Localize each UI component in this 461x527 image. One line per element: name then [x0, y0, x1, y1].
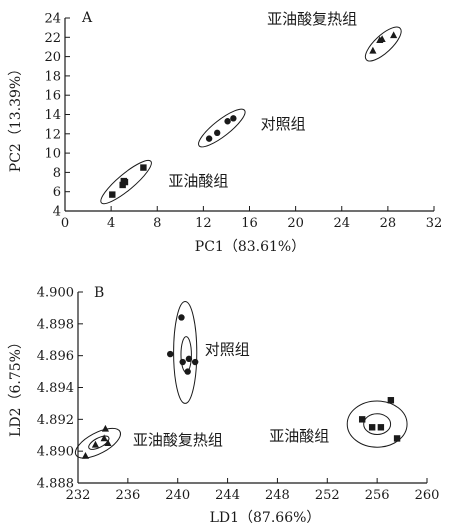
panel-a-xlabel: PC1（83.61%）	[195, 239, 305, 255]
panel-b-data-point	[91, 440, 100, 448]
panel-a-y-tick-label: 4	[53, 205, 61, 220]
panel-b-inner-ellipse	[88, 435, 110, 450]
panel-b-x-tick-label: 232	[66, 488, 91, 503]
panel-a-data-point	[390, 31, 398, 39]
panel-b-y-tick-label: 4.898	[37, 317, 74, 332]
panel-b-inner-ellipse	[363, 413, 392, 435]
panel-b-x-tick-label: 252	[315, 488, 340, 503]
panel-a-ylabel: PC2（13.39%）	[8, 62, 24, 172]
panel-b-group-label: 对照组	[205, 340, 250, 358]
panel-a-x-tick-label: 28	[380, 216, 397, 231]
panel-a-y-tick-label: 6	[53, 185, 61, 200]
panel-b-x-tick-label: 236	[115, 488, 140, 503]
panel-a-y-tick-label: 14	[44, 108, 61, 123]
panel-a-data-point	[120, 177, 128, 185]
panel-a-data-point	[109, 191, 116, 198]
panel-b-y-tick-label: 4.892	[37, 413, 74, 428]
panel-b-data-point	[167, 350, 174, 358]
panel-b-data-point	[185, 355, 193, 363]
panel-a-label: A	[81, 10, 93, 26]
panel-b-group-label: 亚油酸复热组	[133, 431, 223, 449]
panel-b-data-point	[358, 416, 366, 423]
panel-a-y-tick-label: 18	[44, 69, 61, 84]
panel-a-confidence-ellipse	[100, 159, 152, 205]
panel-a-y-tick-label: 20	[44, 50, 61, 65]
panel-b-label: B	[94, 285, 104, 301]
panel-a-data-point	[224, 118, 231, 125]
panel-b-data-point	[178, 314, 185, 321]
panel-b-data-point	[368, 424, 376, 431]
panel-b-data-point	[393, 435, 401, 442]
panel-a-x-tick-label: 12	[195, 216, 212, 231]
panel-a-x-tick-label: 4	[107, 216, 115, 231]
panel-a-group-label: 亚油酸组	[168, 172, 228, 190]
panel-b-data-point	[100, 434, 108, 442]
panel-b-confidence-ellipse	[173, 301, 198, 404]
panel-a-group-label: 对照组	[261, 115, 306, 133]
panel-b-xlabel: LD1（87.66%）	[210, 510, 321, 526]
panel-b-x-tick-label: 260	[415, 488, 440, 503]
panel-b-confidence-ellipse	[74, 427, 121, 459]
panel-a-confidence-ellipse	[364, 26, 402, 62]
panel-b-data-point	[191, 358, 199, 366]
panel-a-data-point	[205, 135, 213, 142]
panel-b-x-tick-label: 244	[215, 488, 240, 503]
panel-a-x-tick-label: 0	[61, 216, 69, 231]
panel-a-data-point	[378, 35, 386, 43]
panel-b-x-tick-label: 256	[365, 488, 390, 503]
panel-b-data-point	[81, 451, 90, 459]
panel-a-y-tick-label: 24	[44, 12, 61, 27]
panel-a-data-point	[214, 129, 221, 137]
panel-b-y-tick-label: 4.890	[37, 445, 74, 460]
panel-a-x-tick-label: 24	[333, 216, 350, 231]
panel-a-group-label: 亚油酸复热组	[267, 10, 357, 28]
panel-a-y-tick-label: 12	[44, 127, 61, 142]
panel-b-x-tick-label: 240	[165, 488, 190, 503]
panel-b-data-point	[101, 424, 110, 432]
panel-b-plot: B LD1（87.66%） LD2（6.75%） 232 236 240 244 248…	[8, 285, 439, 526]
panel-b-data-point	[387, 397, 395, 404]
panel-b-ylabel: LD2（6.75%）	[8, 335, 24, 437]
panel-a-confidence-ellipse	[198, 108, 246, 148]
panel-b-y-tick-label: 4.894	[37, 381, 74, 396]
panel-a-x-tick-label: 16	[241, 216, 258, 231]
panel-b-group-label: 亚油酸组	[269, 427, 329, 445]
panel-a-plot: A PC1（83.61%） PC2（13.39%） 0 4 8 12 16 20 24 28 3…	[8, 10, 442, 255]
panel-a-data-point	[140, 164, 147, 171]
panel-b-data-point	[377, 424, 385, 431]
panel-a-y-tick-label: 16	[44, 89, 61, 104]
panel-a-y-tick-label: 22	[44, 31, 61, 46]
panel-b-y-tick-label: 4.896	[37, 349, 74, 364]
panel-a-x-tick-label: 32	[426, 216, 443, 231]
panel-b-y-tick-label: 4.900	[37, 286, 74, 301]
panel-a-y-tick-label: 8	[53, 166, 61, 181]
panel-b-data-point	[179, 358, 186, 366]
panel-b-y-tick-label: 4.888	[37, 477, 74, 492]
panel-a-y-tick-label: 10	[44, 147, 61, 162]
panel-a-x-tick-label: 8	[153, 216, 161, 231]
panel-b-confidence-ellipse	[346, 400, 408, 448]
panel-b-inner-ellipse	[180, 336, 192, 373]
panel-a-data-point	[369, 46, 377, 54]
panel-b-data-point	[184, 368, 191, 375]
panel-a-data-point	[230, 115, 237, 122]
panel-b-x-tick-label: 248	[265, 488, 290, 503]
panel-b-data-point	[104, 439, 112, 447]
panel-a-x-tick-label: 20	[287, 216, 304, 231]
